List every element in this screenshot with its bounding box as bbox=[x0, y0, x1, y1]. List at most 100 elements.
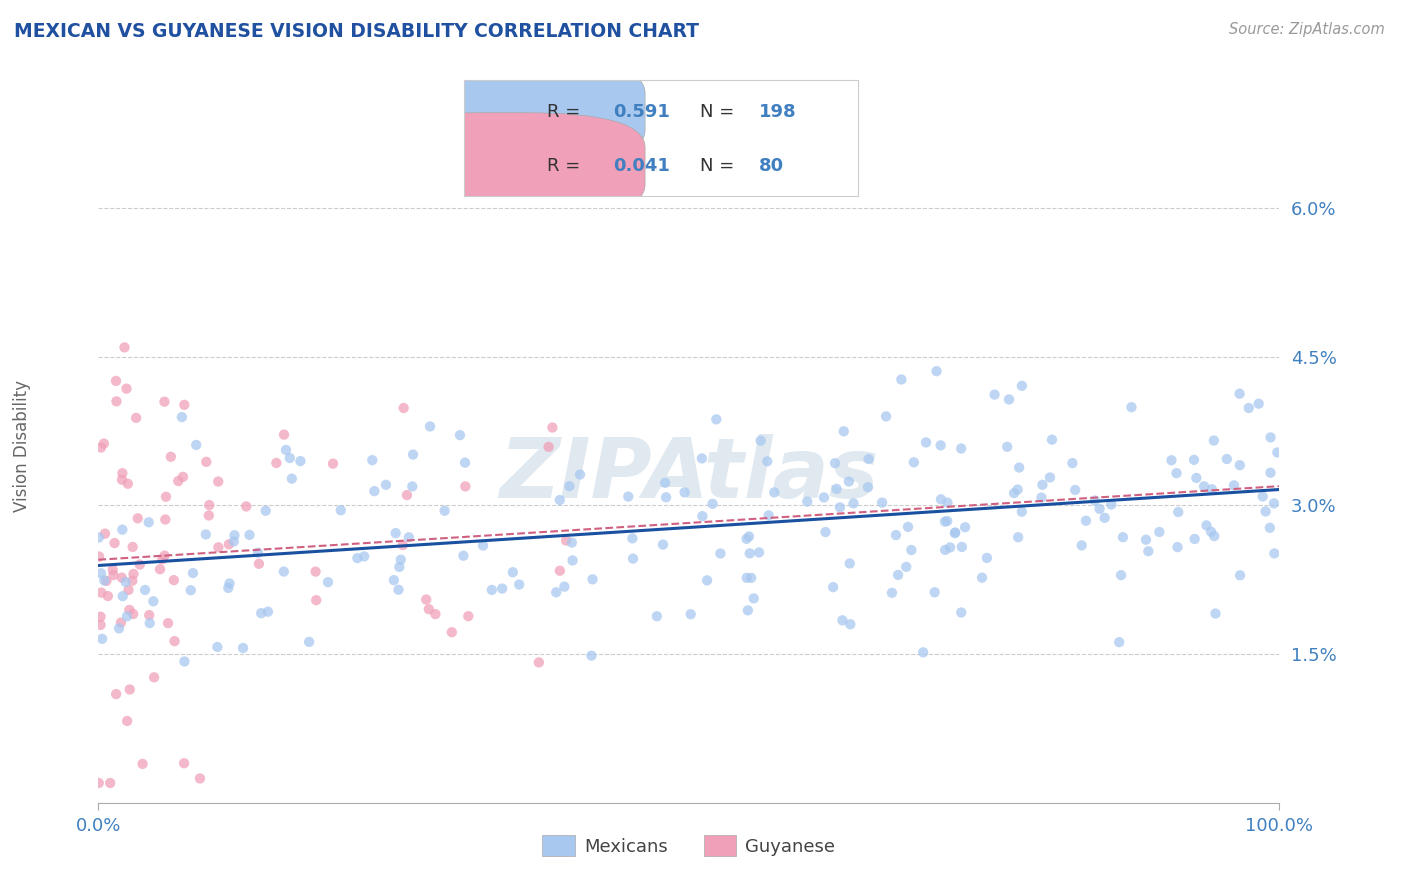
Point bbox=[111, 467, 134, 481]
Point bbox=[546, 585, 568, 599]
Point bbox=[548, 564, 571, 578]
Point bbox=[105, 687, 128, 701]
Point bbox=[983, 387, 1005, 401]
Point bbox=[875, 409, 897, 424]
Point bbox=[353, 549, 375, 564]
Point bbox=[1094, 511, 1116, 525]
Point bbox=[692, 509, 714, 524]
Point bbox=[389, 552, 412, 566]
Point bbox=[155, 512, 177, 526]
Point bbox=[153, 394, 176, 409]
Point bbox=[870, 495, 893, 509]
Point bbox=[257, 605, 280, 619]
Point bbox=[401, 479, 423, 493]
Point bbox=[1167, 505, 1189, 519]
Point bbox=[825, 482, 848, 496]
Point bbox=[170, 410, 193, 425]
Point bbox=[1160, 453, 1182, 467]
Point bbox=[186, 438, 208, 452]
Point bbox=[173, 756, 195, 771]
Point bbox=[155, 490, 177, 504]
Point bbox=[1135, 533, 1157, 547]
Point bbox=[454, 479, 477, 493]
Point bbox=[541, 420, 564, 434]
Point bbox=[98, 776, 121, 790]
Point bbox=[117, 582, 139, 597]
Point bbox=[702, 497, 724, 511]
Point bbox=[828, 500, 851, 515]
Point bbox=[1002, 486, 1025, 500]
Point bbox=[1229, 458, 1251, 473]
Point bbox=[897, 520, 920, 534]
Point bbox=[673, 485, 696, 500]
Point bbox=[1088, 501, 1111, 516]
Text: N =: N = bbox=[700, 103, 740, 120]
Point bbox=[172, 470, 194, 484]
Point bbox=[418, 602, 440, 616]
Point bbox=[839, 617, 862, 632]
Point bbox=[1084, 493, 1107, 508]
Point bbox=[814, 524, 837, 539]
Point bbox=[555, 533, 578, 548]
Legend: Mexicans, Guyanese: Mexicans, Guyanese bbox=[533, 826, 845, 865]
Point bbox=[1237, 401, 1260, 415]
Point bbox=[655, 491, 678, 505]
Point bbox=[90, 441, 112, 455]
Text: R =: R = bbox=[547, 157, 586, 175]
Point bbox=[508, 577, 530, 591]
Point bbox=[929, 438, 952, 452]
Point bbox=[90, 609, 112, 624]
Point bbox=[125, 410, 148, 425]
Point bbox=[1040, 433, 1063, 447]
Point bbox=[1108, 635, 1130, 649]
Point bbox=[454, 456, 477, 470]
Point bbox=[934, 542, 956, 557]
Point bbox=[217, 581, 239, 595]
Point bbox=[1263, 546, 1285, 560]
Point bbox=[1199, 524, 1222, 539]
Text: 0.041: 0.041 bbox=[613, 157, 671, 175]
Point bbox=[998, 392, 1021, 407]
Point bbox=[558, 479, 581, 493]
Point bbox=[569, 467, 592, 482]
Point bbox=[173, 655, 195, 669]
Point bbox=[581, 648, 603, 663]
Point bbox=[936, 514, 959, 528]
Point bbox=[1202, 434, 1225, 448]
Point bbox=[831, 613, 853, 627]
Point bbox=[173, 398, 195, 412]
Point bbox=[111, 589, 134, 603]
Text: R =: R = bbox=[547, 103, 586, 120]
Point bbox=[415, 592, 437, 607]
Point bbox=[1204, 529, 1226, 543]
Point bbox=[392, 538, 415, 552]
Point bbox=[900, 543, 922, 558]
Point bbox=[346, 551, 368, 566]
Point bbox=[842, 496, 865, 510]
Point bbox=[1137, 544, 1160, 558]
Point bbox=[363, 484, 385, 499]
Point bbox=[735, 532, 758, 546]
Point bbox=[1149, 524, 1171, 539]
Point bbox=[1201, 483, 1223, 497]
Point bbox=[449, 428, 471, 442]
Point bbox=[856, 480, 879, 494]
Point bbox=[115, 382, 138, 396]
Point bbox=[232, 640, 254, 655]
Point bbox=[138, 516, 160, 530]
Text: Source: ZipAtlas.com: Source: ZipAtlas.com bbox=[1229, 22, 1385, 37]
Text: ZIPAtlas: ZIPAtlas bbox=[499, 434, 879, 515]
Point bbox=[1008, 460, 1031, 475]
Point bbox=[491, 582, 513, 596]
Point bbox=[621, 551, 644, 566]
Point bbox=[950, 540, 973, 554]
Point bbox=[93, 436, 115, 450]
Point bbox=[943, 526, 966, 541]
Point bbox=[402, 448, 425, 462]
Point bbox=[114, 340, 136, 354]
Point bbox=[149, 562, 172, 576]
Point bbox=[1247, 397, 1270, 411]
Point bbox=[481, 582, 503, 597]
Point bbox=[121, 540, 143, 554]
Point bbox=[1007, 483, 1029, 497]
